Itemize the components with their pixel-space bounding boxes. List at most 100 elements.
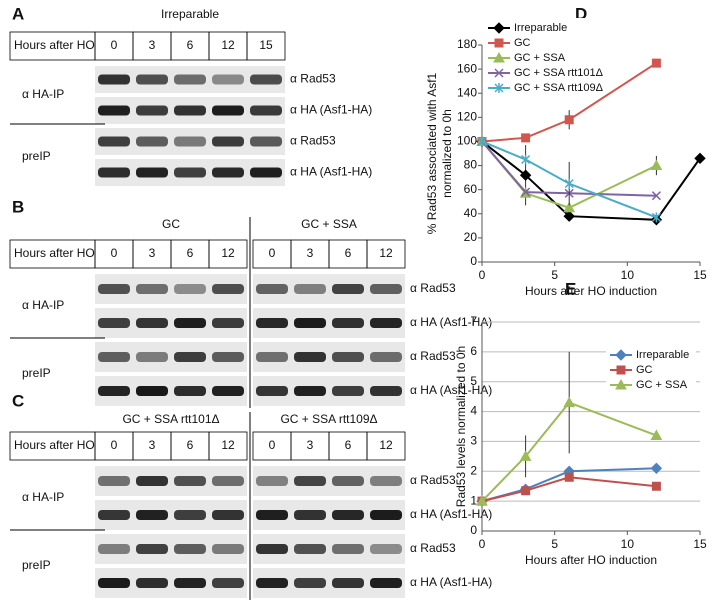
legend-label: Irreparable: [636, 349, 689, 361]
antibody-label: α HA (Asf1-HA): [290, 103, 372, 117]
marker: [477, 136, 487, 147]
blot-band: [332, 476, 364, 486]
blot-band: [294, 544, 326, 554]
blot-band: [98, 284, 130, 294]
x-tick-label: 10: [621, 537, 635, 551]
blot-band: [174, 105, 206, 116]
timepoint: 3: [149, 38, 156, 52]
marker: [563, 396, 576, 408]
x-tick-label: 0: [479, 268, 486, 282]
marker: [519, 450, 532, 461]
blot-band: [136, 544, 168, 554]
blot-band: [332, 386, 364, 396]
marker: [650, 429, 663, 440]
blot-band: [212, 74, 244, 85]
timepoint: 12: [221, 246, 235, 260]
header-cell: [246, 31, 286, 61]
blot-band: [332, 352, 364, 362]
y-tick-label: 120: [457, 110, 477, 124]
timepoint: 12: [221, 38, 235, 52]
blot-band: [370, 544, 402, 554]
blot-band: [136, 105, 168, 116]
blot-band: [136, 578, 168, 588]
blot-band: [212, 284, 244, 294]
antibody-label: α HA (Asf1-HA): [410, 507, 492, 521]
blot-band: [256, 318, 288, 328]
legend-label: Irreparable: [514, 22, 567, 34]
blot-band: [136, 318, 168, 328]
timepoint: 3: [149, 438, 156, 452]
header-cell: [208, 431, 248, 461]
x-tick-label: 10: [621, 268, 635, 282]
y-tick-label: 80: [464, 158, 478, 172]
blot-band: [98, 578, 130, 588]
header-cell: [208, 239, 248, 269]
blot-band: [294, 386, 326, 396]
y-tick-label: 180: [457, 37, 477, 51]
y-tick-label: 160: [457, 61, 477, 75]
group-label: α HA-IP: [22, 87, 64, 101]
blot-band: [256, 284, 288, 294]
blot-band: [256, 352, 288, 362]
timepoint: 6: [187, 38, 194, 52]
blot-band: [136, 510, 168, 520]
blot-band: [250, 167, 282, 178]
blot-band: [212, 352, 244, 362]
blot-band: [370, 510, 402, 520]
y-tick-label: 7: [470, 314, 477, 328]
marker: [494, 68, 504, 78]
blot-band: [212, 136, 244, 147]
timepoint: 0: [111, 38, 118, 52]
blot-band: [212, 318, 244, 328]
header-label: Hours after HO: [14, 246, 95, 260]
timepoint: 12: [221, 438, 235, 452]
blot-band: [250, 105, 282, 116]
marker: [616, 365, 626, 375]
blot-band: [332, 578, 364, 588]
marker: [564, 115, 574, 125]
blot-band: [250, 136, 282, 147]
y-tick-label: 20: [464, 230, 478, 244]
marker: [493, 51, 505, 63]
blot-band: [174, 136, 206, 147]
condition-name: GC + SSA: [301, 217, 357, 231]
blot-band: [174, 578, 206, 588]
blot-band: [250, 74, 282, 85]
panel-letter: E: [565, 279, 576, 298]
blot-band: [98, 352, 130, 362]
series-line: [481, 62, 657, 143]
series-line: [481, 140, 657, 197]
y-tick-label: 5: [470, 374, 477, 388]
antibody-label: α HA (Asf1-HA): [290, 165, 372, 179]
timepoint: 3: [149, 246, 156, 260]
timepoint: 0: [269, 246, 276, 260]
antibody-label: α HA (Asf1-HA): [410, 575, 492, 589]
timepoint: 0: [269, 438, 276, 452]
blot-band: [98, 386, 130, 396]
marker: [651, 481, 661, 491]
blot-band: [212, 105, 244, 116]
x-tick-label: 15: [693, 268, 707, 282]
marker: [521, 133, 531, 143]
antibody-label: α HA (Asf1-HA): [410, 383, 492, 397]
y-tick-label: 140: [457, 85, 477, 99]
y-tick-label: 6: [470, 344, 477, 358]
blot-band: [98, 167, 130, 178]
marker: [519, 169, 532, 181]
x-tick-label: 0: [479, 537, 486, 551]
blot-band: [174, 318, 206, 328]
timepoint: 0: [111, 246, 118, 260]
blot-band: [212, 510, 244, 520]
blot-band: [98, 74, 130, 85]
header-cell: [366, 239, 406, 269]
blot-band: [370, 284, 402, 294]
marker: [494, 83, 504, 93]
y-axis-label: normalized to 0h: [440, 109, 454, 198]
blot-band: [256, 578, 288, 588]
blot-band: [136, 386, 168, 396]
timepoint: 15: [259, 38, 273, 52]
marker: [564, 472, 574, 482]
panel-letter: B: [12, 197, 24, 216]
panel-letter: A: [12, 4, 24, 23]
